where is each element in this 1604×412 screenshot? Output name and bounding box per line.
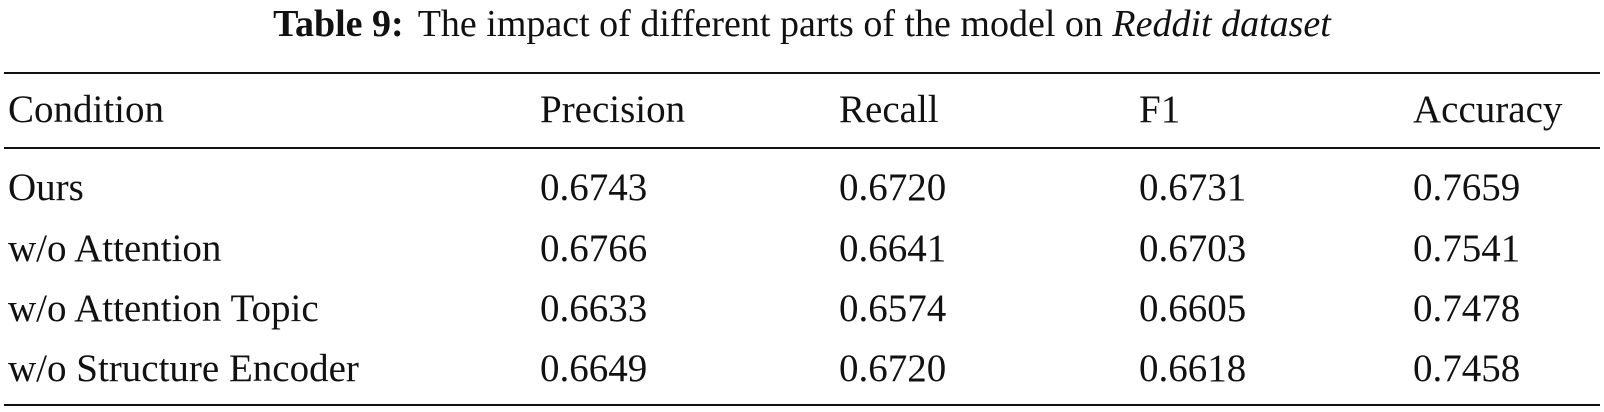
table-cell: 0.7458 xyxy=(1413,347,1521,390)
header-cell: Accuracy xyxy=(1413,88,1563,131)
table-cell: 0.6633 xyxy=(540,287,648,330)
row-label: w/o Structure Encoder xyxy=(8,347,359,390)
table-cell: 0.6720 xyxy=(839,166,947,209)
table-cell: 0.7478 xyxy=(1413,287,1521,330)
header-cell: F1 xyxy=(1139,88,1181,131)
caption-label: Table 9: xyxy=(273,3,404,45)
table-caption: Table 9: The impact of different parts of… xyxy=(0,2,1604,46)
header-rule xyxy=(4,147,1600,149)
table-cell: 0.6703 xyxy=(1139,227,1247,270)
table-cell: 0.7541 xyxy=(1413,227,1521,270)
top-rule xyxy=(4,72,1600,74)
caption-emphasis: Reddit dataset xyxy=(1112,3,1331,45)
table-cell: 0.6766 xyxy=(540,227,648,270)
table-cell: 0.6720 xyxy=(839,347,947,390)
bottom-rule xyxy=(4,404,1600,406)
table-cell: 0.6605 xyxy=(1139,287,1247,330)
table-cell: 0.7659 xyxy=(1413,166,1521,209)
table-cell: 0.6641 xyxy=(839,227,947,270)
row-label: Ours xyxy=(8,166,84,209)
header-cell: Condition xyxy=(8,88,165,131)
table-cell: 0.6743 xyxy=(540,166,648,209)
table-cell: 0.6574 xyxy=(839,287,947,330)
table-cell: 0.6618 xyxy=(1139,347,1247,390)
header-cell: Recall xyxy=(839,88,939,131)
row-label: w/o Attention xyxy=(8,227,222,270)
table-cell: 0.6649 xyxy=(540,347,648,390)
row-label: w/o Attention Topic xyxy=(8,287,319,330)
caption-text: The impact of different parts of the mod… xyxy=(417,3,1103,45)
header-cell: Precision xyxy=(540,88,686,131)
table-cell: 0.6731 xyxy=(1139,166,1247,209)
